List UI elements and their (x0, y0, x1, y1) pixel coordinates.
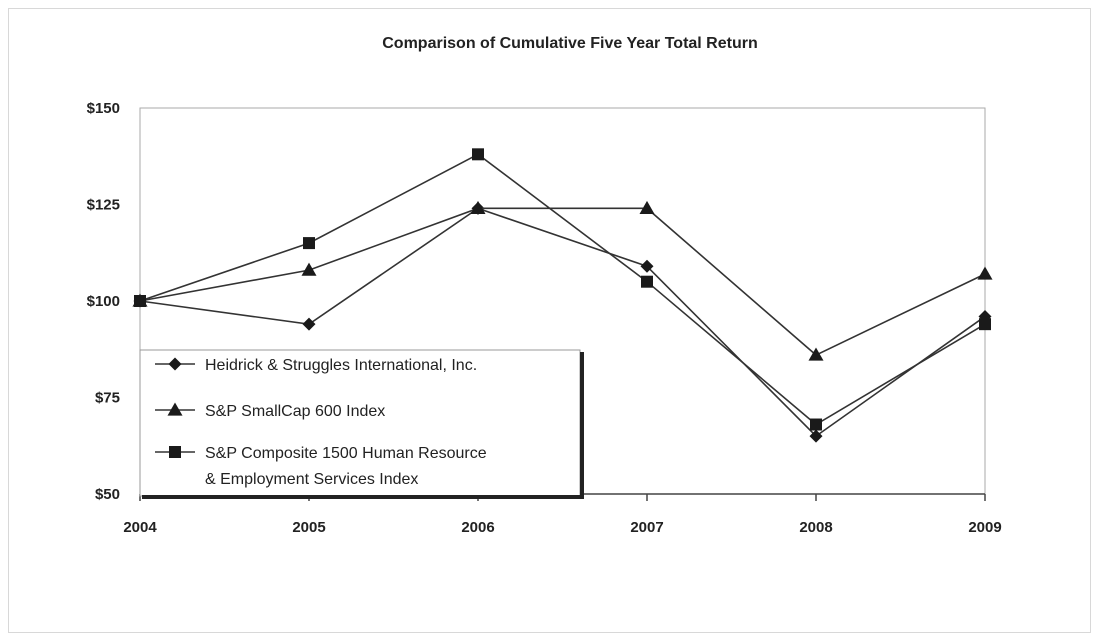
series-square (134, 148, 991, 431)
data-point-square (134, 295, 146, 307)
data-point-triangle (301, 262, 317, 276)
x-tick-label: 2008 (799, 519, 832, 536)
x-tick-label: 2004 (123, 519, 157, 536)
x-tick-label: 2006 (461, 519, 494, 536)
legend-items: Heidrick & Struggles International, Inc.… (155, 357, 487, 488)
series-triangle (132, 200, 993, 361)
y-tick-label: $125 (87, 197, 120, 214)
data-point-triangle (639, 200, 655, 214)
y-tick-label: $75 (95, 390, 120, 407)
legend-label: Heidrick & Struggles International, Inc. (205, 357, 477, 374)
legend-box (139, 349, 581, 497)
data-point-diamond (302, 317, 316, 331)
legend-marker-triangle (167, 402, 183, 416)
y-tick-label: $150 (87, 100, 120, 117)
data-point-diamond (640, 259, 654, 273)
legend-marker-square (169, 446, 181, 458)
legend-label: S&P Composite 1500 Human Resource (205, 445, 487, 462)
legend-item: Heidrick & Struggles International, Inc. (155, 357, 477, 374)
data-point-square (303, 237, 315, 250)
legend-item: S&P SmallCap 600 Index (155, 402, 385, 420)
y-tick-label: $100 (87, 293, 120, 310)
data-point-square (472, 148, 484, 161)
x-tick-label: 2005 (292, 519, 325, 536)
legend-marker-diamond (168, 357, 182, 371)
series-line (139, 207, 986, 438)
x-tick-label: 2007 (630, 519, 663, 536)
y-tick-label: $50 (95, 486, 120, 503)
chart-title: Comparison of Cumulative Five Year Total… (382, 35, 757, 52)
series-lines (132, 148, 993, 443)
chart-frame (8, 8, 1091, 633)
data-point-square (810, 418, 822, 431)
series-line (139, 207, 986, 356)
legend: Heidrick & Struggles International, Inc.… (139, 349, 584, 499)
data-point-triangle (470, 200, 486, 214)
y-tick-labels: $50 $75 $100 $125 $150 (87, 100, 120, 503)
series-line (139, 153, 986, 426)
legend-label: & Employment Services Index (205, 471, 418, 488)
x-tick-label: 2009 (968, 519, 1001, 536)
data-point-square (979, 318, 991, 331)
data-point-triangle (808, 347, 824, 361)
data-point-diamond (809, 429, 823, 443)
legend-item: S&P Composite 1500 Human Resource & Emplo… (155, 445, 487, 488)
data-point-triangle (977, 266, 993, 280)
legend-label: S&P SmallCap 600 Index (205, 403, 385, 420)
x-tick-labels: 2004 2005 2006 2007 2008 2009 (123, 519, 1001, 536)
data-point-square (641, 275, 653, 288)
